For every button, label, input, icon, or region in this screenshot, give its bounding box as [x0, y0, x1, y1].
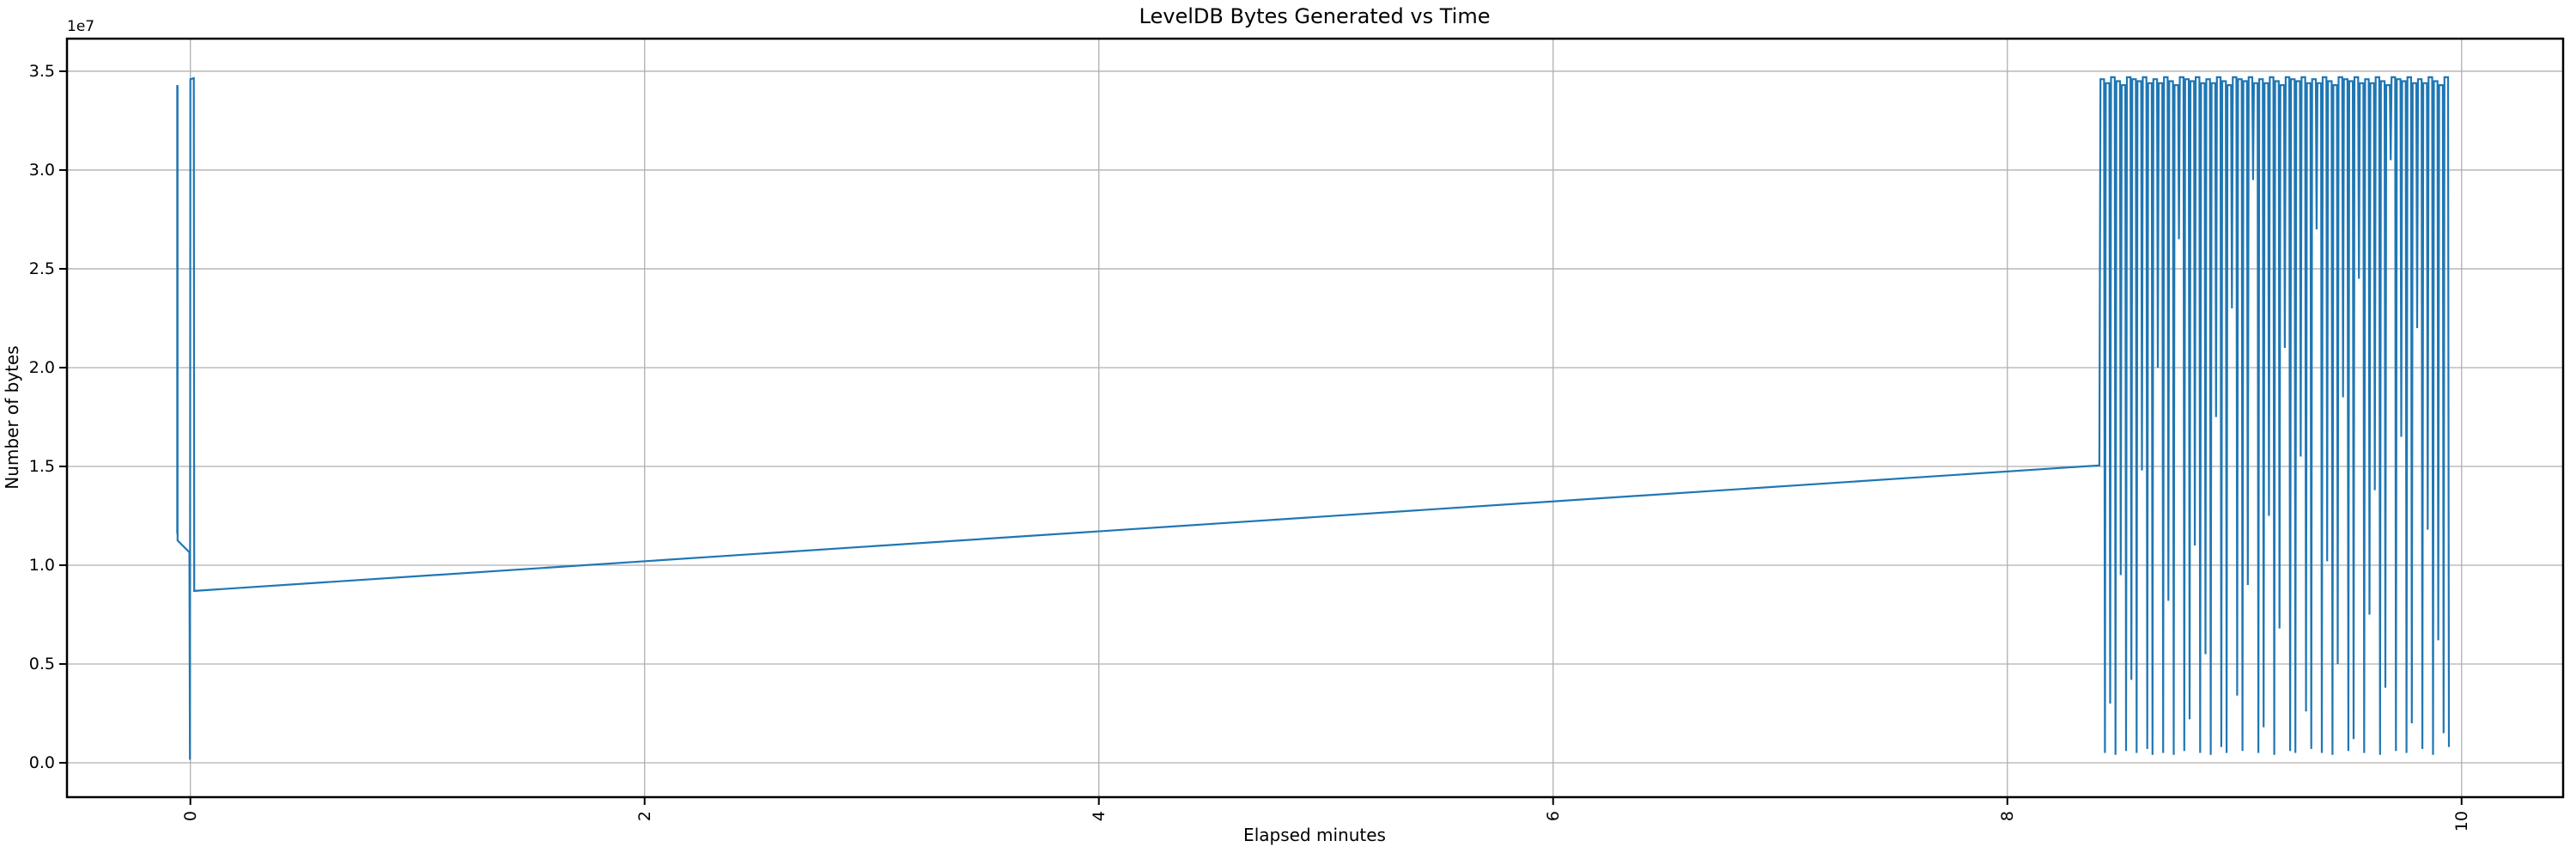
- plot-area: [59, 37, 2565, 805]
- data-line: [176, 76, 2451, 760]
- y-tick-label: 1.0: [28, 555, 55, 575]
- y-tick-label: 2.5: [28, 259, 55, 278]
- y-tick-label: 2.0: [28, 357, 55, 377]
- x-tick-label: 8: [1997, 811, 2017, 822]
- y-tick-label: 0.5: [28, 654, 55, 673]
- y-axis-label: Number of bytes: [2, 345, 22, 490]
- x-axis-label: Elapsed minutes: [1243, 825, 1386, 845]
- y-tick-label: 3.5: [28, 61, 55, 81]
- y-tick-label: 1.5: [28, 456, 55, 476]
- y-tick-label: 3.0: [28, 160, 55, 180]
- x-tick-label: 10: [2451, 811, 2471, 832]
- x-tick-label: 2: [635, 811, 654, 822]
- x-tick-label: 6: [1543, 811, 1563, 822]
- y-tick-label: 0.0: [28, 752, 55, 772]
- x-tick-label: 4: [1089, 811, 1109, 822]
- x-tick-label: 0: [180, 811, 200, 822]
- chart-title: LevelDB Bytes Generated vs Time: [1139, 4, 1491, 28]
- y-axis-offset-text: 1e7: [67, 18, 95, 35]
- chart-canvas: [59, 37, 2565, 805]
- axes-spines: [65, 37, 2565, 799]
